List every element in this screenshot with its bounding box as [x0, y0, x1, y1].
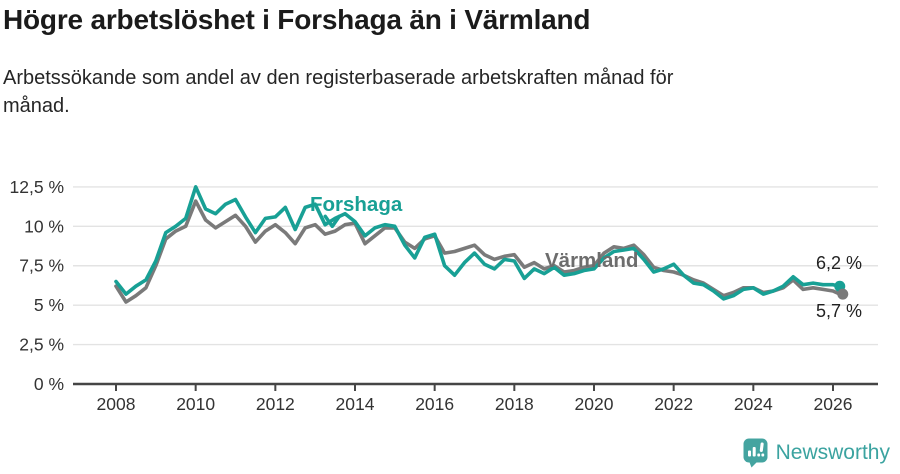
series-label-forshaga: Forshaga	[310, 193, 403, 216]
x-tick-label: 2014	[336, 394, 375, 414]
x-tick-label: 2008	[97, 394, 136, 414]
y-tick-label: 2,5 %	[19, 335, 64, 355]
x-tick-label: 2020	[575, 394, 614, 414]
y-tick-label: 0 %	[34, 374, 64, 394]
series-label-värmland: Värmland	[545, 249, 638, 272]
y-tick-label: 7,5 %	[19, 256, 64, 276]
y-tick-label: 5 %	[34, 295, 64, 315]
x-tick-label: 2018	[495, 394, 534, 414]
y-tick-label: 10 %	[24, 216, 64, 236]
x-tick-label: 2012	[256, 394, 295, 414]
end-value-label-värmland: 5,7 %	[816, 301, 862, 321]
down-chevron-annotation	[323, 214, 342, 229]
subtitle-line-1: Arbetssökande som andel av den registerb…	[3, 67, 674, 89]
x-tick-label: 2016	[415, 394, 454, 414]
x-tick-label: 2024	[734, 394, 773, 414]
chart-subtitle: Arbetssökande som andel av den registerb…	[3, 64, 673, 120]
x-tick-label: 2010	[176, 394, 215, 414]
newsworthy-logo-icon	[743, 438, 768, 468]
x-tick-label: 2026	[814, 394, 853, 414]
subtitle-line-2: månad.	[3, 95, 70, 117]
end-value-label-forshaga: 6,2 %	[816, 253, 862, 273]
newsworthy-attribution: Newsworthy	[742, 437, 890, 468]
x-tick-label: 2022	[654, 394, 693, 414]
end-dot-värmland	[837, 288, 849, 300]
page-title: Högre arbetslöshet i Forshaga än i Värml…	[3, 4, 591, 35]
brand-name: Newsworthy	[775, 440, 890, 464]
y-tick-label: 12,5 %	[10, 177, 64, 197]
series-line-forshaga	[114, 185, 842, 301]
series-line-värmland	[114, 199, 842, 304]
